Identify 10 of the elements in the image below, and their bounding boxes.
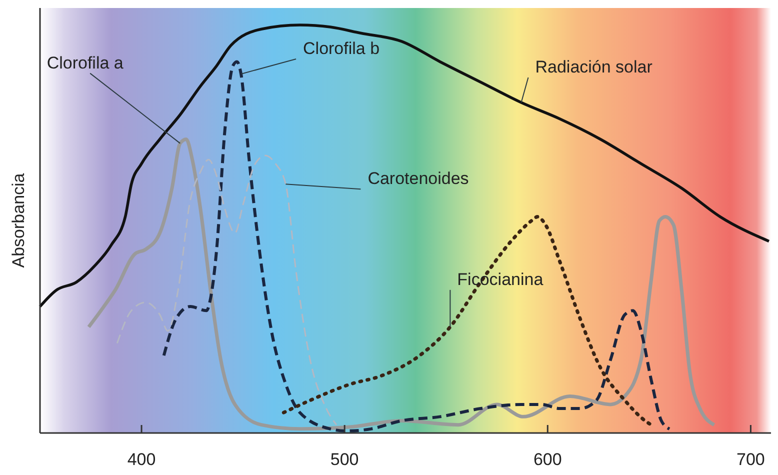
series-label: Radiación solar bbox=[535, 58, 653, 77]
text: Carotenoides bbox=[368, 169, 469, 188]
x-tick-label: 500 bbox=[330, 450, 359, 469]
x-tick-label: 400 bbox=[127, 450, 156, 469]
x-tick-label: 700 bbox=[736, 450, 765, 469]
text: Clorofila a bbox=[46, 53, 124, 72]
text: Clorofila b bbox=[303, 38, 380, 58]
series-label: Ficocianina bbox=[457, 270, 544, 289]
y-axis-title: Absorbancia bbox=[9, 172, 28, 268]
x-tick-label: 600 bbox=[533, 450, 562, 469]
